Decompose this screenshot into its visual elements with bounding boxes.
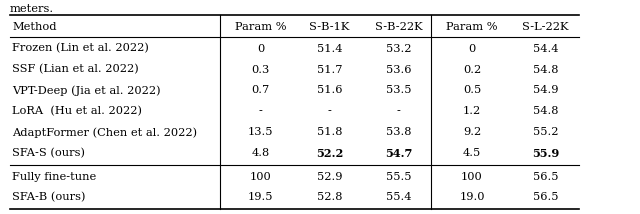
Text: 0.2: 0.2 — [463, 64, 481, 74]
Text: Method: Method — [12, 22, 57, 31]
Text: 19.5: 19.5 — [248, 192, 273, 202]
Text: 53.8: 53.8 — [386, 127, 411, 137]
Text: -: - — [396, 106, 401, 116]
Text: 52.8: 52.8 — [317, 192, 342, 202]
Text: AdaptFormer (Chen et al. 2022): AdaptFormer (Chen et al. 2022) — [12, 127, 197, 138]
Text: SSF (Lian et al. 2022): SSF (Lian et al. 2022) — [12, 64, 139, 75]
Text: 56.5: 56.5 — [533, 171, 558, 181]
Text: 100: 100 — [250, 171, 271, 181]
Text: 53.6: 53.6 — [386, 64, 411, 74]
Text: SFA-B (ours): SFA-B (ours) — [12, 192, 86, 203]
Text: VPT-Deep (Jia et al. 2022): VPT-Deep (Jia et al. 2022) — [12, 85, 161, 96]
Text: 4.5: 4.5 — [463, 148, 481, 158]
Text: 1.2: 1.2 — [463, 106, 481, 116]
Text: 0: 0 — [257, 43, 264, 54]
Text: 0.3: 0.3 — [252, 64, 270, 74]
Text: LoRA  (Hu et al. 2022): LoRA (Hu et al. 2022) — [12, 106, 142, 117]
Text: 56.5: 56.5 — [533, 192, 558, 202]
Text: 100: 100 — [461, 171, 483, 181]
Text: 55.9: 55.9 — [532, 148, 559, 159]
Text: -: - — [259, 106, 263, 116]
Text: Param %: Param % — [235, 22, 287, 31]
Text: 51.6: 51.6 — [317, 85, 342, 95]
Text: 13.5: 13.5 — [248, 127, 273, 137]
Text: 52.9: 52.9 — [317, 171, 342, 181]
Text: Param %: Param % — [446, 22, 498, 31]
Text: 55.4: 55.4 — [386, 192, 411, 202]
Text: 55.2: 55.2 — [533, 127, 558, 137]
Text: S-B-22K: S-B-22K — [374, 22, 422, 31]
Text: 54.8: 54.8 — [533, 106, 558, 116]
Text: -: - — [328, 106, 332, 116]
Text: 54.7: 54.7 — [385, 148, 412, 159]
Text: 54.8: 54.8 — [533, 64, 558, 74]
Text: 0.7: 0.7 — [252, 85, 270, 95]
Text: 55.5: 55.5 — [386, 171, 411, 181]
Text: 19.0: 19.0 — [460, 192, 484, 202]
Text: 52.2: 52.2 — [316, 148, 343, 159]
Text: 4.8: 4.8 — [252, 148, 270, 158]
Text: S-B-1K: S-B-1K — [309, 22, 350, 31]
Text: 54.4: 54.4 — [533, 43, 558, 54]
Text: 51.8: 51.8 — [317, 127, 342, 137]
Text: 0: 0 — [468, 43, 476, 54]
Text: 53.2: 53.2 — [386, 43, 411, 54]
Text: 51.7: 51.7 — [317, 64, 342, 74]
Text: Frozen (Lin et al. 2022): Frozen (Lin et al. 2022) — [12, 43, 149, 54]
Text: S-L-22K: S-L-22K — [522, 22, 569, 31]
Text: Fully fine-tune: Fully fine-tune — [12, 171, 97, 181]
Text: 0.5: 0.5 — [463, 85, 481, 95]
Text: 51.4: 51.4 — [317, 43, 342, 54]
Text: meters.: meters. — [10, 4, 54, 14]
Text: 9.2: 9.2 — [463, 127, 481, 137]
Text: 53.5: 53.5 — [386, 85, 411, 95]
Text: 54.9: 54.9 — [533, 85, 558, 95]
Text: SFA-S (ours): SFA-S (ours) — [12, 148, 85, 159]
